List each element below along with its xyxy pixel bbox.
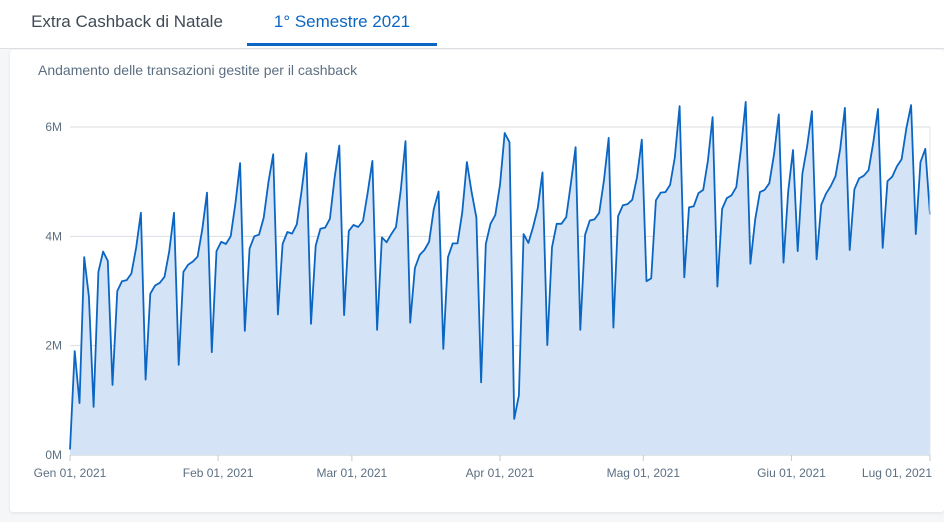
series-line <box>69 101 931 450</box>
series-area <box>70 101 930 456</box>
tab-bar: Extra Cashback di Natale 1° Semestre 202… <box>0 0 944 49</box>
chart-card: Andamento delle transazioni gestite per … <box>10 50 944 512</box>
x-tick-label: Mar 01, 2021 <box>317 466 388 480</box>
transactions-area-chart: 0M 2M 4M 6M Gen 01, 2021 Feb 01, 2021 Mar 01, … <box>34 101 932 480</box>
y-tick-label: 0M <box>45 448 62 462</box>
x-tick-label: Gen 01, 2021 <box>34 466 107 480</box>
x-tick-label: Feb 01, 2021 <box>183 466 254 480</box>
chart-title: Andamento delle transazioni gestite per … <box>38 62 358 78</box>
x-tick-label: Apr 01, 2021 <box>466 466 535 480</box>
y-tick-label: 2M <box>45 339 62 353</box>
y-tick-label: 6M <box>45 120 62 134</box>
x-tick-label: Mag 01, 2021 <box>607 466 681 480</box>
y-tick-label: 4M <box>45 229 62 243</box>
x-tick-label: Giu 01, 2021 <box>757 466 826 480</box>
tab-extra-cashback-natale[interactable]: Extra Cashback di Natale <box>31 12 223 31</box>
tab-primo-semestre-2021[interactable]: 1° Semestre 2021 <box>247 0 437 46</box>
x-tick-label: Lug 01, 2021 <box>862 466 932 480</box>
